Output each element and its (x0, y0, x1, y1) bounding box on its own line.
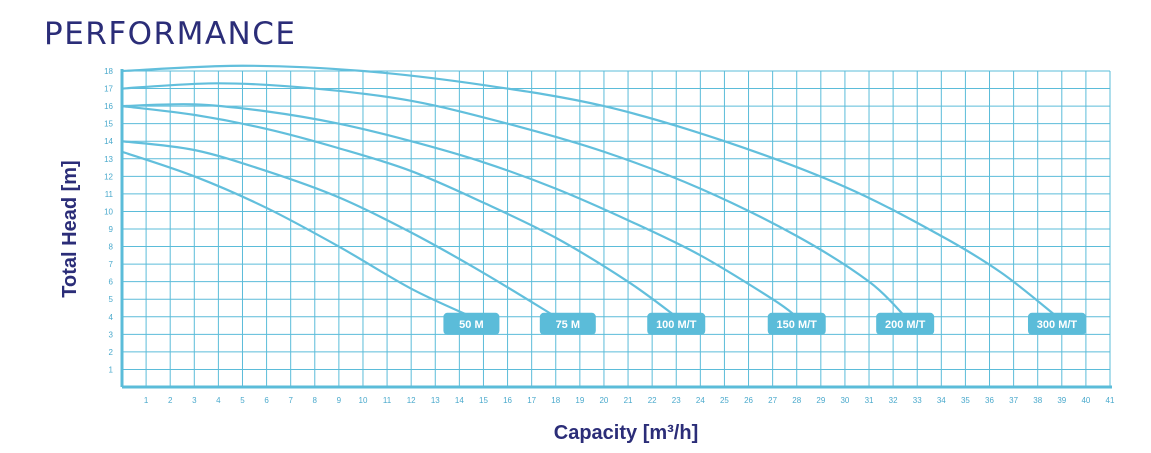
x-tick-label: 19 (575, 396, 584, 405)
x-tick-label: 25 (720, 396, 729, 405)
x-tick-label: 40 (1081, 396, 1090, 405)
y-tick-label: 17 (104, 85, 113, 94)
x-tick-label: 16 (503, 396, 512, 405)
x-tick-label: 29 (816, 396, 825, 405)
x-tick-label: 39 (1057, 396, 1066, 405)
y-tick-label: 10 (104, 207, 113, 216)
y-tick-label: 14 (104, 137, 113, 146)
curve-label-box (647, 312, 706, 335)
x-tick-label: 22 (648, 396, 657, 405)
y-tick-label: 5 (109, 295, 114, 304)
y-tick-label: 13 (104, 155, 113, 164)
x-tick-label: 5 (240, 396, 245, 405)
x-tick-label: 7 (288, 396, 293, 405)
curve-label-box (1027, 312, 1086, 335)
x-tick-label: 3 (192, 396, 197, 405)
chart-axes (120, 69, 1112, 389)
curve-label-text: 50 M (459, 319, 483, 331)
series-line-200-m-t (120, 82, 907, 318)
x-tick-label: 30 (840, 396, 849, 405)
chart-curves (120, 64, 1059, 318)
x-tick-label: 28 (792, 396, 801, 405)
x-tick-label: 17 (527, 396, 536, 405)
x-tick-label: 41 (1106, 396, 1115, 405)
x-tick-label: 26 (744, 396, 753, 405)
curve-label-100-m-t: 100 M/T (647, 312, 706, 335)
x-tick-label: 8 (313, 396, 318, 405)
curve-label-box (443, 312, 500, 335)
x-tick-label: 32 (889, 396, 898, 405)
x-tick-label: 20 (599, 396, 608, 405)
x-tick-label: 24 (696, 396, 705, 405)
x-tick-label: 38 (1033, 396, 1042, 405)
x-tick-label: 23 (672, 396, 681, 405)
y-tick-label: 8 (109, 243, 114, 252)
curve-label-text: 150 M/T (777, 319, 818, 331)
chart-tick-labels: 1 2 3 4 5 6 7 8 9 10 11 12 13 14 15 16 17 18 19 20 21 22 23 24 2… (104, 67, 1115, 405)
curve-label-text: 300 M/T (1037, 319, 1078, 331)
series-line-150-m-t (120, 103, 798, 318)
x-tick-label: 6 (264, 396, 269, 405)
y-tick-label: 15 (104, 120, 113, 129)
curve-label-box (767, 312, 826, 335)
series-line-100-m-t (120, 105, 678, 318)
page-title: PERFORMANCE (44, 16, 297, 52)
x-axis-label: Capacity [m³/h] (554, 422, 698, 444)
y-tick-label: 7 (109, 260, 114, 269)
y-tick-label: 9 (109, 225, 114, 234)
x-tick-label: 33 (913, 396, 922, 405)
x-tick-label: 15 (479, 396, 488, 405)
curve-label-50-m: 50 M (443, 312, 500, 335)
y-axis-label: Total Head [m] (59, 160, 81, 297)
x-tick-label: 1 (144, 396, 149, 405)
y-tick-label: 18 (104, 67, 113, 76)
y-tick-label: 12 (104, 172, 113, 181)
x-tick-label: 11 (383, 396, 392, 405)
x-tick-label: 10 (359, 396, 368, 405)
curve-label-200-m-t: 200 M/T (876, 312, 935, 335)
chart-curve-labels: 50 M 75 M 100 M/T 150 M/T 200 M/T 300 M/T (443, 312, 1086, 335)
series-line-75-m (120, 140, 557, 318)
y-tick-label: 11 (105, 190, 114, 199)
x-tick-label: 27 (768, 396, 777, 405)
curve-label-text: 75 M (556, 319, 580, 331)
y-tick-label: 3 (109, 330, 114, 339)
curve-label-text: 200 M/T (885, 319, 926, 331)
x-tick-label: 35 (961, 396, 970, 405)
y-tick-label: 16 (104, 102, 113, 111)
x-tick-label: 18 (551, 396, 560, 405)
x-tick-label: 9 (337, 396, 342, 405)
x-tick-label: 31 (865, 396, 874, 405)
curve-label-box (539, 312, 596, 335)
y-tick-label: 1 (109, 365, 114, 374)
x-tick-label: 4 (216, 396, 221, 405)
x-tick-label: 36 (985, 396, 994, 405)
curve-label-text: 100 M/T (656, 319, 697, 331)
chart-grid (122, 70, 1111, 387)
x-tick-label: 2 (168, 396, 173, 405)
curve-label-75-m: 75 M (539, 312, 596, 335)
series-line-300-m-t (120, 64, 1059, 318)
x-tick-label: 14 (455, 396, 464, 405)
y-tick-label: 2 (109, 348, 114, 357)
y-tick-label: 6 (109, 278, 114, 287)
x-tick-label: 37 (1009, 396, 1018, 405)
x-tick-label: 13 (431, 396, 440, 405)
curve-label-150-m-t: 150 M/T (767, 312, 826, 335)
x-tick-label: 34 (937, 396, 946, 405)
x-tick-label: 12 (407, 396, 416, 405)
y-tick-label: 4 (109, 313, 114, 322)
series-line-50-m (120, 150, 473, 318)
curve-label-300-m-t: 300 M/T (1027, 312, 1086, 335)
curve-label-box (876, 312, 935, 335)
x-tick-label: 21 (624, 396, 633, 405)
